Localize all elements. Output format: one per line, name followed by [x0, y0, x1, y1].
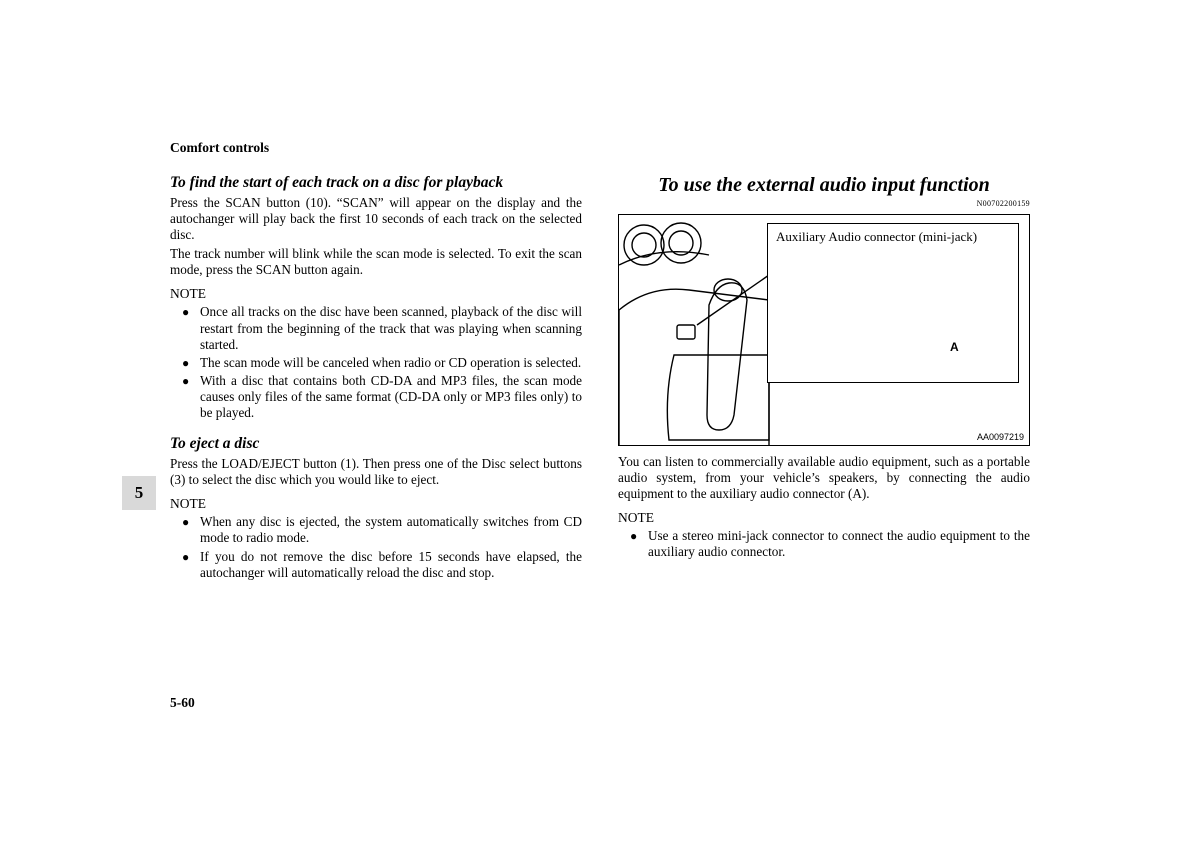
section-title: To use the external audio input function: [618, 174, 1030, 197]
note-label: NOTE: [170, 496, 582, 512]
manual-page: Comfort controls 5 To find the start of …: [170, 140, 1030, 583]
note-list: When any disc is ejected, the system aut…: [170, 514, 582, 580]
callout-text: Auxiliary Audio connector (mini-jack): [776, 229, 977, 244]
subheading-eject-disc: To eject a disc: [170, 435, 582, 453]
list-item: The scan mode will be canceled when radi…: [200, 355, 582, 371]
section-header: Comfort controls: [170, 140, 1030, 156]
note-label: NOTE: [618, 510, 1030, 526]
paragraph: You can listen to commercially available…: [618, 454, 1030, 502]
list-item: If you do not remove the disc before 15 …: [200, 549, 582, 581]
note-list: Once all tracks on the disc have been sc…: [170, 304, 582, 421]
paragraph: Press the SCAN button (10). “SCAN” will …: [170, 195, 582, 243]
list-item: When any disc is ejected, the system aut…: [200, 514, 582, 546]
list-item: Once all tracks on the disc have been sc…: [200, 304, 582, 352]
aux-audio-figure: Auxiliary Audio connector (mini-jack) A …: [618, 214, 1030, 446]
note-label: NOTE: [170, 286, 582, 302]
figure-callout-box: Auxiliary Audio connector (mini-jack) A: [767, 223, 1019, 383]
chapter-tab: 5: [122, 476, 156, 510]
list-item: With a disc that contains both CD-DA and…: [200, 373, 582, 421]
paragraph: Press the LOAD/EJECT button (1). Then pr…: [170, 456, 582, 488]
figure-reference: AA0097219: [977, 432, 1024, 442]
right-column: To use the external audio input function…: [618, 174, 1030, 583]
list-item: Use a stereo mini-jack connector to conn…: [648, 528, 1030, 560]
paragraph: The track number will blink while the sc…: [170, 246, 582, 278]
page-number: 5-60: [170, 695, 195, 711]
figure-label-a: A: [950, 340, 959, 354]
note-list: Use a stereo mini-jack connector to conn…: [618, 528, 1030, 560]
left-column: 5 To find the start of each track on a d…: [170, 174, 582, 583]
doc-code: N00702200159: [618, 199, 1030, 208]
two-column-layout: 5 To find the start of each track on a d…: [170, 174, 1030, 583]
subheading-find-track: To find the start of each track on a dis…: [170, 174, 582, 192]
